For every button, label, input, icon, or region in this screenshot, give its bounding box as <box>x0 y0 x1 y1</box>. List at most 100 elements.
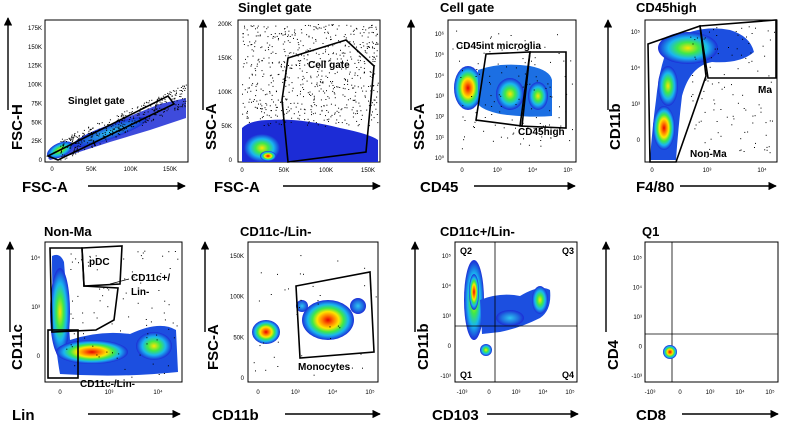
event-dot <box>274 33 276 35</box>
event-dot <box>111 130 113 132</box>
event-dot <box>286 112 288 114</box>
event-dot <box>94 144 96 145</box>
event-dot <box>334 93 336 95</box>
event-dot <box>93 312 95 314</box>
event-dot <box>351 77 353 79</box>
event-dot <box>261 60 263 62</box>
event-dot <box>304 64 306 66</box>
event-dot <box>489 75 491 77</box>
event-dot <box>330 81 331 83</box>
event-dot <box>701 98 703 100</box>
event-dot <box>275 25 277 27</box>
event-dot <box>75 258 77 260</box>
x-axis-label: F4/80 <box>636 179 674 196</box>
event-dot <box>360 66 362 68</box>
event-dot <box>541 136 543 138</box>
event-dot <box>73 333 75 335</box>
event-dot <box>320 27 322 29</box>
event-dot <box>709 66 711 68</box>
event-dot <box>368 100 369 102</box>
event-dot <box>362 29 364 30</box>
event-dot <box>127 130 129 132</box>
event-dot <box>493 101 495 103</box>
event-dot <box>376 96 378 98</box>
event-dot <box>156 102 158 104</box>
event-dot <box>359 44 361 45</box>
event-dot <box>123 120 125 122</box>
event-dot <box>157 104 159 106</box>
event-dot <box>347 83 349 85</box>
event-dot <box>755 27 756 29</box>
event-dot <box>300 29 302 31</box>
event-dot <box>165 101 167 103</box>
event-dot <box>300 108 302 110</box>
event-dot <box>297 117 299 119</box>
plot-frame <box>644 19 778 163</box>
event-dot <box>328 60 330 62</box>
event-dot <box>303 55 305 57</box>
event-dot <box>92 134 94 136</box>
event-dot <box>124 124 126 126</box>
event-dot <box>177 107 179 109</box>
event-dot <box>691 95 692 97</box>
event-dot <box>363 71 365 73</box>
event-dot <box>376 102 378 104</box>
event-dot <box>138 114 140 116</box>
event-dot <box>166 110 168 112</box>
event-dot <box>145 101 147 103</box>
event-dot <box>523 138 524 140</box>
event-dot <box>61 156 63 158</box>
event-dot <box>340 61 342 63</box>
event-dot <box>324 125 326 127</box>
event-dot <box>329 63 331 65</box>
event-dot <box>104 133 106 135</box>
y-tick-label: 10⁰ <box>435 155 445 162</box>
event-dot <box>175 94 177 96</box>
event-dot <box>76 143 78 144</box>
event-dot <box>474 121 476 123</box>
event-dot <box>307 118 309 120</box>
event-dot <box>83 333 84 335</box>
event-dot <box>169 268 171 269</box>
x-tick-label: 10³ <box>703 168 712 174</box>
event-dot <box>117 118 119 120</box>
event-dot <box>357 125 359 127</box>
event-dot <box>253 50 255 52</box>
event-dot <box>315 26 317 28</box>
event-dot <box>483 52 485 54</box>
event-dot <box>153 118 155 120</box>
event-dot <box>70 145 72 146</box>
event-dot <box>254 68 256 70</box>
event-dot <box>303 273 304 275</box>
event-dot <box>344 95 346 97</box>
event-dot <box>289 67 291 69</box>
event-dot <box>175 90 177 92</box>
event-dot <box>338 107 340 109</box>
event-dot <box>60 141 62 142</box>
event-dot <box>494 124 496 126</box>
event-dot <box>323 26 325 28</box>
y-axis-label: FSC-A <box>205 324 222 370</box>
y-tick-label: 10⁵ <box>631 29 641 36</box>
event-dot <box>766 149 768 151</box>
event-dot <box>62 147 63 149</box>
event-dot <box>353 112 355 114</box>
event-dot <box>278 38 279 39</box>
event-dot <box>357 59 359 61</box>
event-dot <box>89 256 91 258</box>
x-tick-label: 0 <box>256 390 260 396</box>
event-dot <box>363 26 365 28</box>
event-dot <box>299 68 301 70</box>
event-dot <box>255 95 257 97</box>
event-dot <box>321 110 323 112</box>
event-dot <box>491 114 493 115</box>
event-dot <box>520 143 522 145</box>
event-dot <box>768 75 770 77</box>
event-dot <box>772 120 773 122</box>
event-dot <box>161 102 163 104</box>
event-dot <box>369 26 371 28</box>
event-dot <box>92 140 94 142</box>
event-dot <box>743 151 745 152</box>
event-dot <box>716 35 718 36</box>
event-dot <box>285 121 287 123</box>
